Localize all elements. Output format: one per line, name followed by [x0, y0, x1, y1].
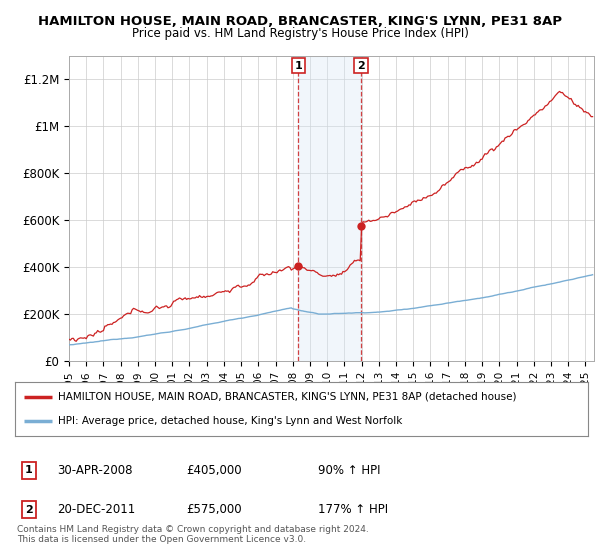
- Text: 1: 1: [295, 60, 302, 71]
- Text: 90% ↑ HPI: 90% ↑ HPI: [318, 464, 380, 477]
- Text: £405,000: £405,000: [186, 464, 242, 477]
- Bar: [298, 56, 361, 361]
- Text: HAMILTON HOUSE, MAIN ROAD, BRANCASTER, KING'S LYNN, PE31 8AP (detached house): HAMILTON HOUSE, MAIN ROAD, BRANCASTER, K…: [58, 392, 517, 402]
- Text: 177% ↑ HPI: 177% ↑ HPI: [318, 503, 388, 516]
- Text: 20-DEC-2011: 20-DEC-2011: [57, 503, 135, 516]
- Text: £575,000: £575,000: [186, 503, 242, 516]
- Text: HAMILTON HOUSE, MAIN ROAD, BRANCASTER, KING'S LYNN, PE31 8AP: HAMILTON HOUSE, MAIN ROAD, BRANCASTER, K…: [38, 15, 562, 27]
- Text: Price paid vs. HM Land Registry's House Price Index (HPI): Price paid vs. HM Land Registry's House …: [131, 27, 469, 40]
- Text: 2: 2: [357, 60, 365, 71]
- Text: 1: 1: [25, 465, 32, 475]
- Text: 2: 2: [25, 505, 32, 515]
- Text: 30-APR-2008: 30-APR-2008: [57, 464, 133, 477]
- Text: Contains HM Land Registry data © Crown copyright and database right 2024.
This d: Contains HM Land Registry data © Crown c…: [17, 525, 368, 544]
- Text: HPI: Average price, detached house, King's Lynn and West Norfolk: HPI: Average price, detached house, King…: [58, 416, 403, 426]
